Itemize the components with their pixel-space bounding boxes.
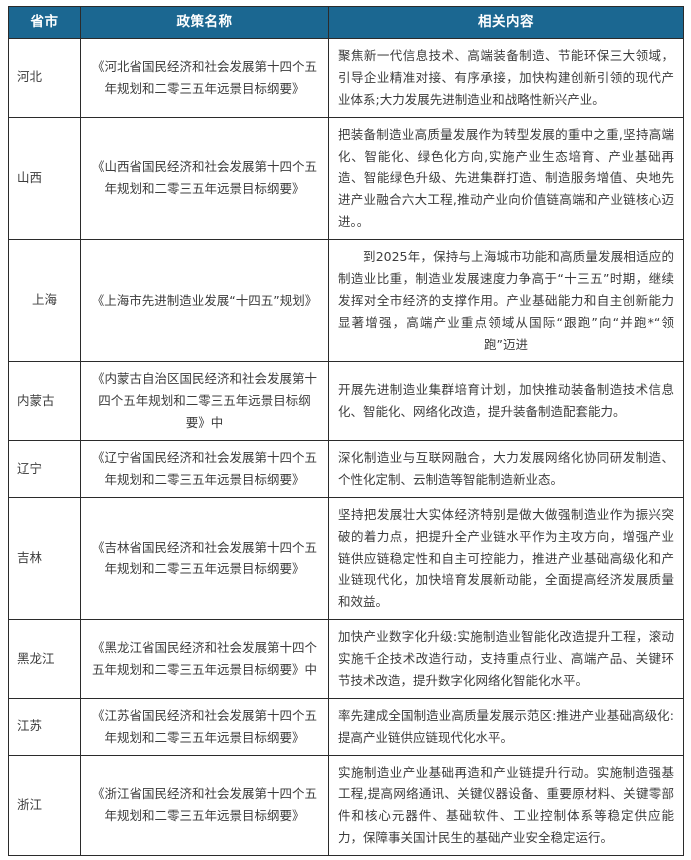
cell-province: 上海: [8, 238, 81, 363]
cell-content: 实施制造业产业基础再造和产业链提升行动。实施制造强基工程,提高网络通讯、关键仪器…: [328, 754, 684, 856]
cell-policy-name: 《浙江省国民经济和社会发展第十四个五年规划和二零三五年远景目标纲要》: [80, 754, 329, 856]
cell-policy-name: 《上海市先进制造业发展“十四五”规划》: [80, 238, 329, 363]
cell-content: 深化制造业与互联网融合，大力发展网络化协同研发制造、个性化定制、云制造等智能制造…: [328, 440, 684, 498]
provincial-policy-table: 省市 政策名称 相关内容 河北 《河北省国民经济和社会发展第十四个五年规划和二零…: [8, 6, 684, 856]
cell-policy-name: 《内蒙古自治区国民经济和社会发展第十四个五年规划和二零三五年远景目标纲要》中: [80, 361, 329, 441]
table-row: 黑龙江 《黑龙江省国民经济和社会发展第十四个五年规划和二零三五年远景目标纲要》中…: [8, 619, 684, 699]
table-row: 上海 《上海市先进制造业发展“十四五”规划》 到2025年，保持与上海城市功能和…: [8, 238, 684, 363]
cell-content: 聚焦新一代信息技术、高端装备制造、节能环保三大领域，引导企业精准对接、有序承接，…: [328, 38, 684, 118]
cell-content: 加快产业数字化升级:实施制造业智能化改造提升工程，滚动实施千企技术改造行动，支持…: [328, 619, 684, 699]
table-header-row: 省市 政策名称 相关内容: [8, 6, 684, 39]
table-header: 省市 政策名称 相关内容: [8, 6, 684, 39]
cell-province: 山西: [8, 116, 81, 241]
cell-province: 辽宁: [8, 440, 81, 498]
cell-policy-name: 《辽宁省国民经济和社会发展第十四个五年规划和二零三五年远景目标纲要》: [80, 440, 329, 498]
table-row: 河北 《河北省国民经济和社会发展第十四个五年规划和二零三五年远景目标纲要》 聚焦…: [8, 38, 684, 118]
table-row: 浙江 《浙江省国民经济和社会发展第十四个五年规划和二零三五年远景目标纲要》 实施…: [8, 754, 684, 856]
table-row: 山西 《山西省国民经济和社会发展第十四个五年规划和二零三五年远景目标纲要》 把装…: [8, 116, 684, 241]
table-row: 内蒙古 《内蒙古自治区国民经济和社会发展第十四个五年规划和二零三五年远景目标纲要…: [8, 361, 684, 441]
cell-province: 江苏: [8, 697, 81, 756]
column-header-content: 相关内容: [328, 6, 684, 39]
cell-province: 内蒙古: [8, 361, 81, 441]
cell-policy-name: 《吉林省国民经济和社会发展第十四个五年规划和二零三五年远景目标纲要》: [80, 496, 329, 621]
cell-policy-name: 《山西省国民经济和社会发展第十四个五年规划和二零三五年远景目标纲要》: [80, 116, 329, 241]
table-row: 辽宁 《辽宁省国民经济和社会发展第十四个五年规划和二零三五年远景目标纲要》 深化…: [8, 440, 684, 498]
cell-content: 开展先进制造业集群培育计划，加快推动装备制造技术信息化、智能化、网络化改造，提升…: [328, 361, 684, 441]
cell-province: 黑龙江: [8, 619, 81, 699]
cell-content: 坚持把发展壮大实体经济特别是做大做强制造业作为振兴突破的着力点，把提升全产业链水…: [328, 496, 684, 621]
cell-content: 到2025年，保持与上海城市功能和高质量发展相适应的制造业比重，制造业发展速度力…: [328, 238, 684, 363]
cell-policy-name: 《黑龙江省国民经济和社会发展第十四个五年规划和二零三五年远景目标纲要》中: [80, 619, 329, 699]
cell-province: 浙江: [8, 754, 81, 856]
cell-content: 把装备制造业高质量发展作为转型发展的重中之重,坚持高端化、智能化、绿色化方向,实…: [328, 116, 684, 241]
cell-province: 吉林: [8, 496, 81, 621]
table-body: 河北 《河北省国民经济和社会发展第十四个五年规划和二零三五年远景目标纲要》 聚焦…: [8, 38, 684, 856]
cell-policy-name: 《河北省国民经济和社会发展第十四个五年规划和二零三五年远景目标纲要》: [80, 38, 329, 118]
column-header-policy-name: 政策名称: [80, 6, 329, 39]
table-row: 吉林 《吉林省国民经济和社会发展第十四个五年规划和二零三五年远景目标纲要》 坚持…: [8, 496, 684, 621]
table-row: 江苏 《江苏省国民经济和社会发展第十四个五年规划和二零三五年远景目标纲要》 率先…: [8, 697, 684, 756]
cell-policy-name: 《江苏省国民经济和社会发展第十四个五年规划和二零三五年远景目标纲要》: [80, 697, 329, 756]
cell-content: 率先建成全国制造业高质量发展示范区:推进产业基础高级化:提高产业链供应链现代化水…: [328, 697, 684, 756]
column-header-province: 省市: [8, 6, 81, 39]
cell-province: 河北: [8, 38, 81, 118]
